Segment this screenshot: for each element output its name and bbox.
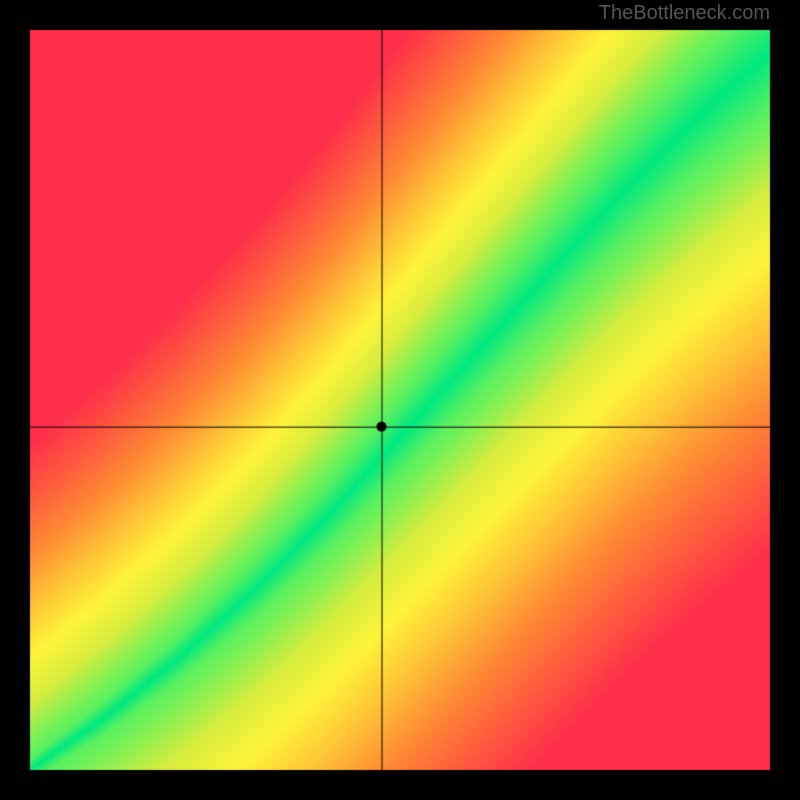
chart-container: TheBottleneck.com bbox=[0, 0, 800, 800]
bottleneck-heatmap-canvas bbox=[0, 0, 800, 800]
watermark-text: TheBottleneck.com bbox=[599, 2, 770, 25]
